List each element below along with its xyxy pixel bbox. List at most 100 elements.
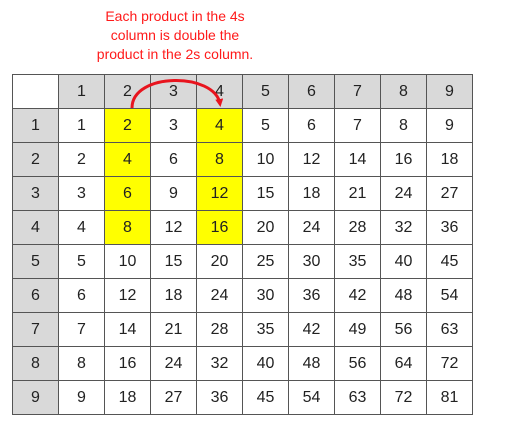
row-header: 1 bbox=[12, 108, 59, 143]
table-row: 4 4 8 12 16 20 24 28 32 36 bbox=[12, 210, 473, 245]
product-cell: 10 bbox=[242, 142, 289, 177]
multiplication-table: 1 2 3 4 5 6 7 8 9 1 1 2 3 4 5 6 7 8 9 2 2 4 6 8 10 12 14 1… bbox=[12, 74, 473, 415]
product-cell: 18 bbox=[288, 176, 335, 211]
table-row: 8 8 16 24 32 40 48 56 64 72 bbox=[12, 346, 473, 381]
product-cell: 63 bbox=[334, 380, 381, 415]
product-cell: 27 bbox=[426, 176, 473, 211]
product-cell: 56 bbox=[380, 312, 427, 347]
product-cell: 20 bbox=[242, 210, 289, 245]
column-header: 8 bbox=[380, 74, 427, 109]
product-cell: 21 bbox=[150, 312, 197, 347]
product-cell: 28 bbox=[196, 312, 243, 347]
product-cell: 3 bbox=[58, 176, 105, 211]
product-cell: 21 bbox=[334, 176, 381, 211]
annotation-note: Each product in the 4s column is double … bbox=[60, 7, 290, 64]
product-cell: 9 bbox=[150, 176, 197, 211]
column-header: 7 bbox=[334, 74, 381, 109]
product-cell: 8 bbox=[58, 346, 105, 381]
product-cell: 35 bbox=[242, 312, 289, 347]
product-cell: 72 bbox=[426, 346, 473, 381]
product-cell: 45 bbox=[242, 380, 289, 415]
product-cell: 10 bbox=[104, 244, 151, 279]
column-header: 9 bbox=[426, 74, 473, 109]
product-cell: 12 bbox=[288, 142, 335, 177]
product-cell: 7 bbox=[58, 312, 105, 347]
product-cell: 4 bbox=[58, 210, 105, 245]
product-cell: 12 bbox=[104, 278, 151, 313]
product-cell: 45 bbox=[426, 244, 473, 279]
column-header: 1 bbox=[58, 74, 105, 109]
product-cell: 6 bbox=[150, 142, 197, 177]
column-header: 3 bbox=[150, 74, 197, 109]
product-cell: 40 bbox=[242, 346, 289, 381]
product-cell: 2 bbox=[58, 142, 105, 177]
product-cell: 36 bbox=[426, 210, 473, 245]
product-cell: 30 bbox=[288, 244, 335, 279]
product-cell: 5 bbox=[58, 244, 105, 279]
product-cell: 6 bbox=[58, 278, 105, 313]
column-header: 2 bbox=[104, 74, 151, 109]
product-cell: 36 bbox=[288, 278, 335, 313]
product-cell: 42 bbox=[334, 278, 381, 313]
row-header: 3 bbox=[12, 176, 59, 211]
product-cell: 32 bbox=[196, 346, 243, 381]
product-cell: 56 bbox=[334, 346, 381, 381]
product-cell: 15 bbox=[242, 176, 289, 211]
product-cell: 54 bbox=[288, 380, 335, 415]
column-header: 6 bbox=[288, 74, 335, 109]
corner-cell bbox=[12, 74, 59, 109]
highlighted-product-cell: 4 bbox=[196, 108, 243, 143]
product-cell: 27 bbox=[150, 380, 197, 415]
highlighted-product-cell: 8 bbox=[196, 142, 243, 177]
product-cell: 49 bbox=[334, 312, 381, 347]
product-cell: 7 bbox=[334, 108, 381, 143]
table-row: 2 2 4 6 8 10 12 14 16 18 bbox=[12, 142, 473, 177]
highlighted-product-cell: 16 bbox=[196, 210, 243, 245]
product-cell: 28 bbox=[334, 210, 381, 245]
table-row: 5 5 10 15 20 25 30 35 40 45 bbox=[12, 244, 473, 279]
product-cell: 12 bbox=[150, 210, 197, 245]
product-cell: 81 bbox=[426, 380, 473, 415]
product-cell: 6 bbox=[288, 108, 335, 143]
product-cell: 16 bbox=[104, 346, 151, 381]
product-cell: 18 bbox=[150, 278, 197, 313]
product-cell: 40 bbox=[380, 244, 427, 279]
product-cell: 24 bbox=[380, 176, 427, 211]
product-cell: 63 bbox=[426, 312, 473, 347]
row-header: 4 bbox=[12, 210, 59, 245]
row-header: 5 bbox=[12, 244, 59, 279]
product-cell: 1 bbox=[58, 108, 105, 143]
product-cell: 14 bbox=[104, 312, 151, 347]
highlighted-product-cell: 6 bbox=[104, 176, 151, 211]
product-cell: 42 bbox=[288, 312, 335, 347]
product-cell: 36 bbox=[196, 380, 243, 415]
highlighted-product-cell: 8 bbox=[104, 210, 151, 245]
row-header: 9 bbox=[12, 380, 59, 415]
row-header: 2 bbox=[12, 142, 59, 177]
product-cell: 30 bbox=[242, 278, 289, 313]
row-header: 6 bbox=[12, 278, 59, 313]
product-cell: 18 bbox=[426, 142, 473, 177]
product-cell: 20 bbox=[196, 244, 243, 279]
product-cell: 18 bbox=[104, 380, 151, 415]
column-header-row: 1 2 3 4 5 6 7 8 9 bbox=[12, 74, 473, 109]
product-cell: 72 bbox=[380, 380, 427, 415]
product-cell: 35 bbox=[334, 244, 381, 279]
highlighted-product-cell: 4 bbox=[104, 142, 151, 177]
row-header: 8 bbox=[12, 346, 59, 381]
table-row: 7 7 14 21 28 35 42 49 56 63 bbox=[12, 312, 473, 347]
table-body: 1 1 2 3 4 5 6 7 8 9 2 2 4 6 8 10 12 14 16 18 3 3 6 9 12 15 18 21 24 2… bbox=[12, 108, 473, 415]
table-row: 3 3 6 9 12 15 18 21 24 27 bbox=[12, 176, 473, 211]
table-row: 6 6 12 18 24 30 36 42 48 54 bbox=[12, 278, 473, 313]
product-cell: 3 bbox=[150, 108, 197, 143]
product-cell: 24 bbox=[288, 210, 335, 245]
product-cell: 24 bbox=[196, 278, 243, 313]
product-cell: 64 bbox=[380, 346, 427, 381]
product-cell: 8 bbox=[380, 108, 427, 143]
product-cell: 25 bbox=[242, 244, 289, 279]
annotation-line-2: column is double the bbox=[110, 27, 240, 43]
annotation-line-1: Each product in the 4s bbox=[105, 8, 245, 24]
product-cell: 16 bbox=[380, 142, 427, 177]
table-row: 9 9 18 27 36 45 54 63 72 81 bbox=[12, 380, 473, 415]
